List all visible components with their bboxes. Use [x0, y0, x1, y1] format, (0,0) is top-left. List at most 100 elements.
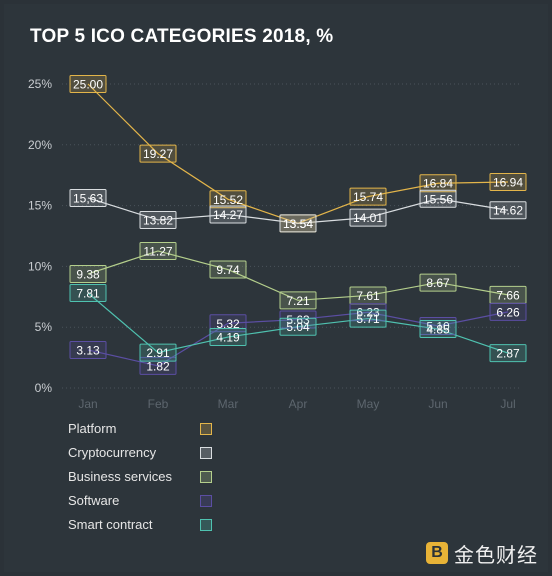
data-label: 15,63 — [69, 188, 107, 207]
data-label: 15.74 — [349, 187, 387, 206]
y-tick-label: 0% — [35, 381, 53, 395]
data-label: 6.26 — [489, 302, 527, 321]
legend-label-cryptocurrency: Cryptocurrency — [68, 445, 157, 460]
brand-logo-icon: B — [426, 542, 448, 564]
data-label: 8.67 — [419, 273, 457, 292]
legend-item-cryptocurrency: Cryptocurrency — [68, 444, 218, 468]
data-label-text: 7.61 — [356, 289, 380, 303]
data-label-box — [349, 208, 387, 227]
chart-card — [4, 4, 548, 572]
x-tick-label: Jun — [428, 397, 447, 411]
data-label-text: 6.23 — [356, 306, 380, 320]
data-label-text: 16.84 — [423, 177, 453, 191]
data-label-box — [209, 314, 247, 333]
data-label: 5.63 — [279, 310, 317, 329]
data-label-box — [69, 340, 107, 359]
series-line-cryptocurrency — [87, 197, 509, 224]
data-label-text: 14.62 — [493, 204, 523, 218]
data-label-text: 9.74 — [216, 263, 240, 277]
data-label-text: 7.66 — [496, 288, 520, 302]
data-label-box — [419, 320, 457, 339]
data-label-text: 16.94 — [493, 176, 523, 190]
data-label: 4.85 — [419, 320, 457, 339]
data-label: 2.91 — [139, 343, 177, 362]
y-tick-label: 20% — [28, 138, 52, 152]
data-label: 13.54 — [279, 214, 317, 233]
data-label: 15.56 — [419, 189, 457, 208]
legend-swatch-cryptocurrency — [200, 447, 212, 459]
series-line-software — [87, 311, 509, 367]
data-label: 9.38 — [69, 264, 107, 283]
data-label-text: 4.85 — [426, 323, 450, 337]
data-label-text: 1.82 — [146, 359, 170, 373]
data-label: 13.82 — [139, 210, 177, 229]
data-label-box — [139, 241, 177, 260]
legend-item-smart-contract: Smart contract — [68, 516, 218, 540]
legend-label-business-services: Business services — [68, 469, 173, 484]
data-label: 7.66 — [489, 285, 527, 304]
data-label-text: 11.27 — [143, 244, 172, 258]
data-label: 14.27 — [209, 205, 247, 224]
data-label-text: 19.27 — [143, 147, 173, 161]
legend-swatch-business-services — [200, 471, 212, 483]
legend-label-platform: Platform — [68, 421, 117, 436]
data-label-box — [419, 273, 457, 292]
data-label-box — [489, 173, 527, 192]
data-label: 25.00 — [69, 75, 107, 93]
data-label-box — [489, 201, 527, 220]
legend-label-smart-contract: Smart contract — [68, 517, 153, 532]
data-label-box — [209, 260, 247, 279]
data-label-box — [69, 264, 107, 283]
data-label-box — [69, 75, 107, 93]
data-label-text: 2.91 — [146, 346, 170, 360]
data-label-box — [139, 343, 177, 362]
data-label-box — [209, 328, 247, 347]
brand-name: 金色财经 — [454, 542, 538, 567]
y-tick-label: 5% — [35, 320, 53, 334]
data-label-box — [279, 317, 317, 336]
series-line-business-services — [87, 250, 509, 301]
data-label: 6.23 — [349, 303, 387, 322]
data-label-text: 5.04 — [286, 320, 310, 334]
data-label-box — [69, 188, 107, 207]
data-label-box — [139, 356, 177, 375]
data-label-text: 9.38 — [76, 267, 100, 281]
data-label: 5.04 — [279, 317, 317, 336]
data-label-text: 8.67 — [426, 276, 450, 290]
data-label: 7.21 — [279, 291, 317, 310]
legend-swatch-smart-contract — [200, 519, 212, 531]
data-label-text: 6.26 — [496, 305, 520, 319]
legend-item-platform: Platform — [68, 420, 218, 444]
x-tick-label: Feb — [148, 397, 169, 411]
data-label-text: 5.10 — [426, 319, 450, 333]
x-tick-label: Apr — [289, 397, 308, 411]
data-label-box — [349, 309, 387, 328]
data-label-box — [139, 144, 177, 163]
data-label-text: 25.00 — [73, 78, 103, 92]
chart-title: TOP 5 ICO CATEGORIES 2018, % — [30, 26, 334, 47]
data-label: 1.82 — [139, 356, 177, 375]
data-label-box — [419, 174, 457, 193]
data-label: 16.84 — [419, 174, 457, 193]
legend-item-software: Software — [68, 492, 218, 516]
data-label-text: 2.87 — [496, 347, 520, 361]
data-label: 5.32 — [209, 314, 247, 333]
data-label: 5.71 — [349, 309, 387, 328]
data-label: 9.74 — [209, 260, 247, 279]
data-label: 7.81 — [69, 284, 107, 303]
data-label: 7.61 — [349, 286, 387, 305]
line-chart: 0% 5% 10% 15% 20% 25% Jan Feb Mar Apr May Jun Jul 25.… — [28, 75, 527, 411]
data-label: 2.87 — [489, 344, 527, 363]
data-label-box — [69, 284, 107, 303]
data-label-box — [209, 190, 247, 209]
data-label: 19.27 — [139, 144, 177, 163]
data-label-text: 4.19 — [216, 331, 240, 345]
legend-label-software: Software — [68, 493, 120, 508]
brand-watermark: B 金色财经 — [426, 538, 538, 568]
data-label-box — [279, 214, 317, 233]
x-tick-label: Mar — [218, 397, 239, 411]
data-label-text: 15.56 — [423, 192, 453, 206]
y-tick-label: 15% — [28, 199, 52, 213]
series-line-smart-contract — [87, 292, 509, 354]
data-label-box — [489, 302, 527, 321]
